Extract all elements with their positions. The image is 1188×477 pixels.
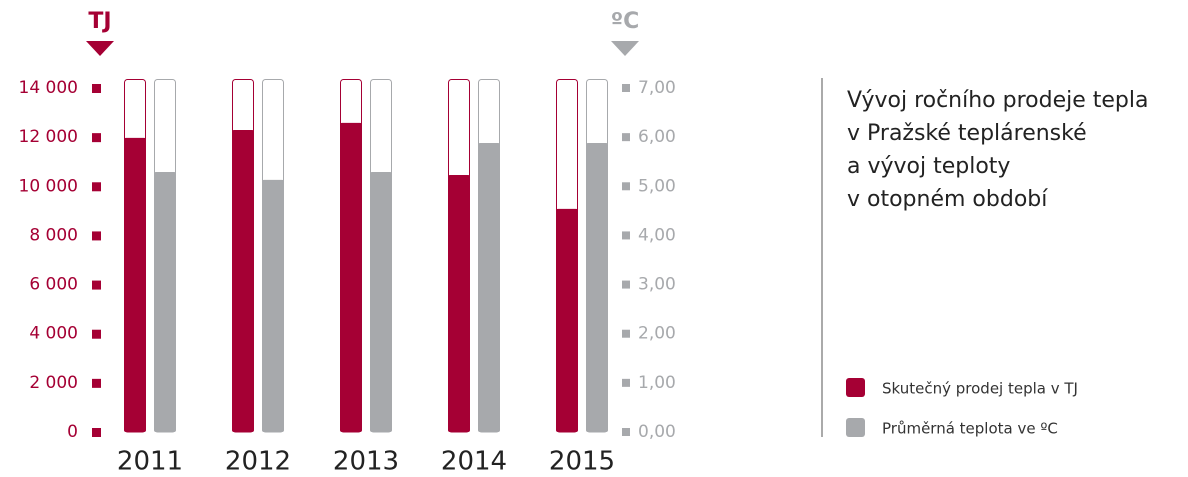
bar bbox=[448, 174, 470, 433]
tick-mark bbox=[92, 84, 101, 93]
y-tick-label: 0 bbox=[67, 422, 78, 442]
tick-mark bbox=[92, 182, 101, 192]
y2-axis-label: ºC bbox=[611, 9, 640, 34]
x-tick-label: 2015 bbox=[549, 447, 615, 474]
y-tick-label: 12 000 bbox=[19, 127, 78, 147]
y2-tick-label: 4,00 bbox=[638, 225, 676, 245]
chart-title: v Pražské teplárenské bbox=[847, 121, 1087, 146]
tick-mark bbox=[622, 280, 630, 289]
tick-mark bbox=[622, 329, 630, 338]
y-tick-label: 14 000 bbox=[19, 78, 78, 98]
legend-label: Skutečný prodej tepla v TJ bbox=[882, 380, 1078, 398]
x-tick-label: 2014 bbox=[441, 447, 507, 474]
bar bbox=[556, 208, 578, 432]
tick-mark bbox=[622, 182, 630, 191]
bar bbox=[232, 130, 254, 432]
bar bbox=[340, 122, 362, 433]
y-tick-label: 10 000 bbox=[19, 176, 78, 196]
y-axis-label: TJ bbox=[88, 9, 111, 34]
y-tick-label: 2 000 bbox=[29, 373, 78, 393]
arrow bbox=[611, 41, 639, 56]
y-tick-label: 8 000 bbox=[29, 225, 78, 245]
tick-mark bbox=[92, 231, 101, 241]
x-tick-label: 2012 bbox=[225, 447, 291, 474]
tick-mark bbox=[92, 378, 101, 388]
tick-mark bbox=[622, 133, 630, 142]
tick-mark bbox=[622, 231, 630, 240]
legend-label: Průměrná teplota ve ºC bbox=[882, 420, 1058, 438]
chart-title: v otopném období bbox=[847, 187, 1048, 212]
tick-mark bbox=[92, 133, 101, 143]
tick-mark bbox=[622, 84, 630, 92]
arrow bbox=[86, 41, 114, 56]
y-tick-label: 4 000 bbox=[29, 324, 78, 344]
y2-tick-label: 5,00 bbox=[638, 176, 676, 196]
bar bbox=[154, 172, 176, 432]
x-tick-label: 2013 bbox=[333, 447, 399, 474]
y2-tick-label: 6,00 bbox=[638, 127, 676, 147]
bar bbox=[262, 179, 284, 432]
tick-mark bbox=[622, 378, 630, 387]
tick-mark bbox=[622, 428, 630, 436]
y2-tick-label: 7,00 bbox=[638, 78, 676, 98]
y2-tick-label: 1,00 bbox=[638, 373, 676, 393]
bar bbox=[478, 143, 500, 433]
tick-mark bbox=[92, 280, 101, 290]
legend-swatch bbox=[846, 378, 865, 397]
y2-tick-label: 3,00 bbox=[638, 275, 676, 295]
tick-mark bbox=[92, 428, 101, 437]
chart-title: a vývoj teploty bbox=[847, 154, 1010, 179]
chart-title: Vývoj ročního prodeje tepla bbox=[847, 88, 1148, 113]
bar bbox=[370, 172, 392, 432]
x-tick-label: 2011 bbox=[117, 447, 183, 474]
bar bbox=[586, 143, 608, 433]
y2-tick-label: 2,00 bbox=[638, 324, 676, 344]
bar bbox=[124, 137, 146, 432]
y-tick-label: 6 000 bbox=[29, 275, 78, 295]
tick-mark bbox=[92, 329, 101, 339]
legend-swatch bbox=[846, 418, 865, 437]
y2-tick-label: 0,00 bbox=[638, 422, 676, 442]
